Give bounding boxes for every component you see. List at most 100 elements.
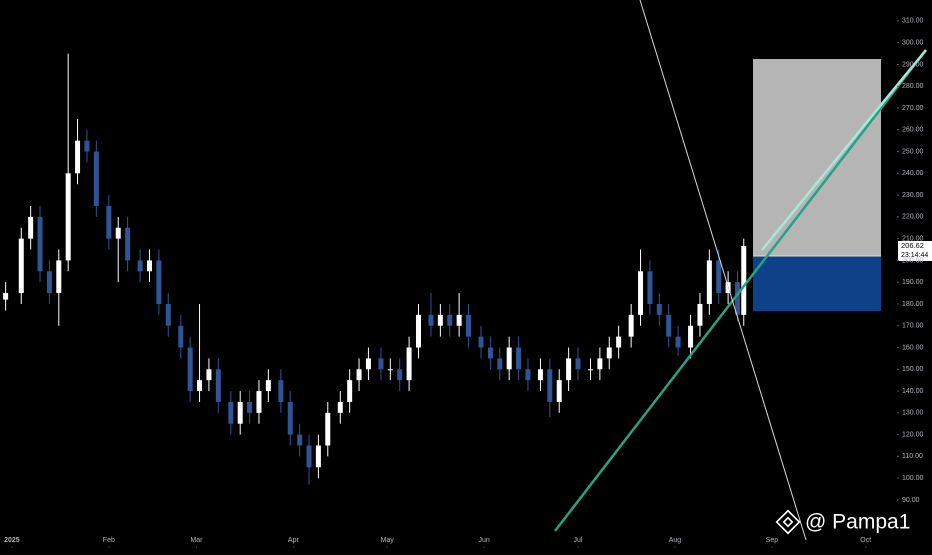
- candle-body: [447, 314, 453, 326]
- candle-body: [347, 380, 353, 402]
- candle-body: [178, 325, 184, 348]
- x-tick-label: Feb: [103, 537, 115, 544]
- target-zone: [753, 59, 881, 256]
- candle-body: [415, 314, 421, 348]
- candle-body: [478, 336, 484, 348]
- candle-body: [278, 380, 284, 402]
- stop-zone: [753, 256, 881, 311]
- candle-body: [256, 391, 262, 413]
- y-tick-label: 120.00: [902, 431, 924, 438]
- price-label-box: [898, 241, 932, 261]
- candle-body: [337, 401, 343, 413]
- candle-body: [378, 358, 384, 370]
- x-tick-label: Mar: [190, 537, 203, 544]
- y-tick-label: 130.00: [902, 410, 924, 417]
- y-tick-label: 140.00: [902, 388, 924, 395]
- x-tick-label: Apr: [288, 537, 300, 544]
- y-tick-label: 160.00: [902, 344, 924, 351]
- y-tick-label: 150.00: [902, 366, 924, 373]
- candle-body: [3, 293, 9, 300]
- candle-body: [315, 445, 321, 468]
- y-tick-label: 180.00: [902, 301, 924, 308]
- candle-body: [165, 303, 171, 326]
- candle-body: [93, 151, 99, 206]
- candle-body: [206, 369, 212, 381]
- candle-body: [356, 369, 362, 381]
- candle-body: [734, 282, 740, 315]
- x-tick-label: Aug: [669, 537, 682, 544]
- x-tick-label: 2025: [4, 537, 20, 544]
- watermark-icon: [782, 516, 794, 528]
- candle-body: [706, 260, 712, 304]
- candle-body: [466, 314, 472, 337]
- candle-body: [18, 238, 24, 294]
- candle-body: [247, 401, 253, 413]
- candle-body: [597, 358, 603, 370]
- candle-body: [587, 369, 593, 371]
- candle-body: [688, 325, 694, 348]
- candle-body: [297, 434, 303, 446]
- candle-body: [147, 260, 152, 272]
- watermark: @ Pampa1: [775, 509, 910, 535]
- candle-body: [487, 347, 493, 359]
- candle-body: [428, 314, 434, 326]
- watermark-text: @ Pampa1: [805, 511, 910, 534]
- candle-body: [437, 314, 443, 326]
- candle-body: [547, 369, 553, 402]
- candle-body: [137, 260, 143, 272]
- resistance-line: [639, 0, 807, 541]
- candle-body: [497, 358, 503, 370]
- y-tick-label: 100.00: [902, 475, 924, 482]
- candle-body: [56, 260, 62, 294]
- candle-body: [638, 271, 644, 315]
- candle-body: [187, 347, 193, 392]
- x-tick-label: Oct: [860, 537, 871, 544]
- y-tick-label: 230.00: [902, 192, 924, 199]
- candle-body: [125, 227, 131, 261]
- x-tick-label: Jul: [574, 537, 583, 544]
- candle-body: [287, 401, 293, 435]
- candle-body: [647, 271, 653, 304]
- candle-body: [656, 303, 662, 315]
- y-tick-label: 310.00: [902, 18, 924, 25]
- candle-body: [84, 140, 90, 152]
- candle-body: [397, 369, 403, 381]
- candle-body: [741, 245, 747, 315]
- y-tick-label: 250.00: [902, 148, 924, 155]
- x-tick-label: May: [381, 537, 395, 544]
- candle-body: [716, 260, 722, 294]
- trend-line-highlight: [761, 49, 927, 251]
- candle-body: [606, 347, 612, 359]
- plot-area: [3, 53, 747, 485]
- y-tick-label: 210.00: [902, 235, 924, 242]
- candle-body: [325, 412, 331, 446]
- candle-body: [265, 380, 271, 392]
- candle-body: [37, 216, 43, 272]
- y-tick-label: 170.00: [902, 323, 924, 330]
- candle-body: [456, 314, 462, 326]
- candle-body: [28, 216, 34, 239]
- candle-body: [666, 314, 672, 337]
- candle-body: [215, 369, 221, 402]
- trend-line: [554, 49, 927, 532]
- x-tick-label: Jun: [479, 537, 490, 544]
- candle-body: [156, 260, 162, 304]
- candle-body: [75, 140, 81, 174]
- candle-body: [228, 401, 234, 424]
- candle-body: [387, 369, 393, 371]
- y-tick-label: 220.00: [902, 214, 924, 221]
- watermark-icon: [775, 509, 801, 535]
- candle-body: [197, 380, 203, 392]
- candle-body: [106, 205, 112, 239]
- candle-body: [516, 347, 522, 370]
- y-tick-label: 190.00: [902, 279, 924, 286]
- countdown: 23:14:44: [901, 252, 928, 259]
- candle-body: [697, 303, 703, 326]
- candle-body: [237, 401, 243, 424]
- candle-body: [46, 271, 52, 294]
- y-tick-label: 110.00: [902, 453, 923, 460]
- last-price-label: 206.62: [901, 241, 924, 250]
- candle-body: [575, 358, 581, 370]
- y-tick-label: 260.00: [902, 127, 924, 134]
